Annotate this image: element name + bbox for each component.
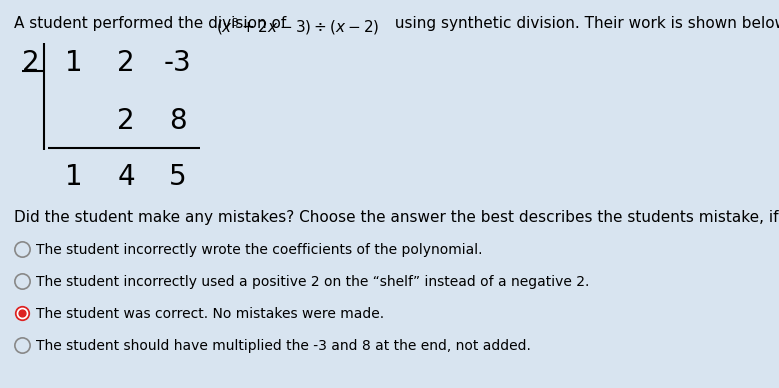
Text: 2: 2 bbox=[22, 49, 40, 77]
Text: The student should have multiplied the -3 and 8 at the end, not added.: The student should have multiplied the -… bbox=[36, 339, 530, 353]
Text: Did the student make any mistakes? Choose the answer the best describes the stud: Did the student make any mistakes? Choos… bbox=[14, 210, 779, 225]
Text: The student incorrectly used a positive 2 on the “shelf” instead of a negative 2: The student incorrectly used a positive … bbox=[36, 275, 590, 289]
Text: The student incorrectly wrote the coefficients of the polynomial.: The student incorrectly wrote the coeffi… bbox=[36, 243, 482, 257]
Text: 8: 8 bbox=[169, 107, 187, 135]
Text: A student performed the division of: A student performed the division of bbox=[14, 16, 291, 31]
Text: 1: 1 bbox=[65, 49, 83, 77]
Text: The student was correct. No mistakes were made.: The student was correct. No mistakes wer… bbox=[36, 307, 384, 321]
Text: 2: 2 bbox=[117, 49, 135, 77]
Text: -3: -3 bbox=[164, 49, 192, 77]
Text: using synthetic division. Their work is shown below.: using synthetic division. Their work is … bbox=[390, 16, 779, 31]
Text: 4: 4 bbox=[117, 163, 135, 191]
Text: 1: 1 bbox=[65, 163, 83, 191]
Text: 5: 5 bbox=[169, 163, 187, 191]
Text: $(x^3 + 2x - 3) \div (x - 2)$: $(x^3 + 2x - 3) \div (x - 2)$ bbox=[216, 16, 379, 37]
Text: 2: 2 bbox=[117, 107, 135, 135]
